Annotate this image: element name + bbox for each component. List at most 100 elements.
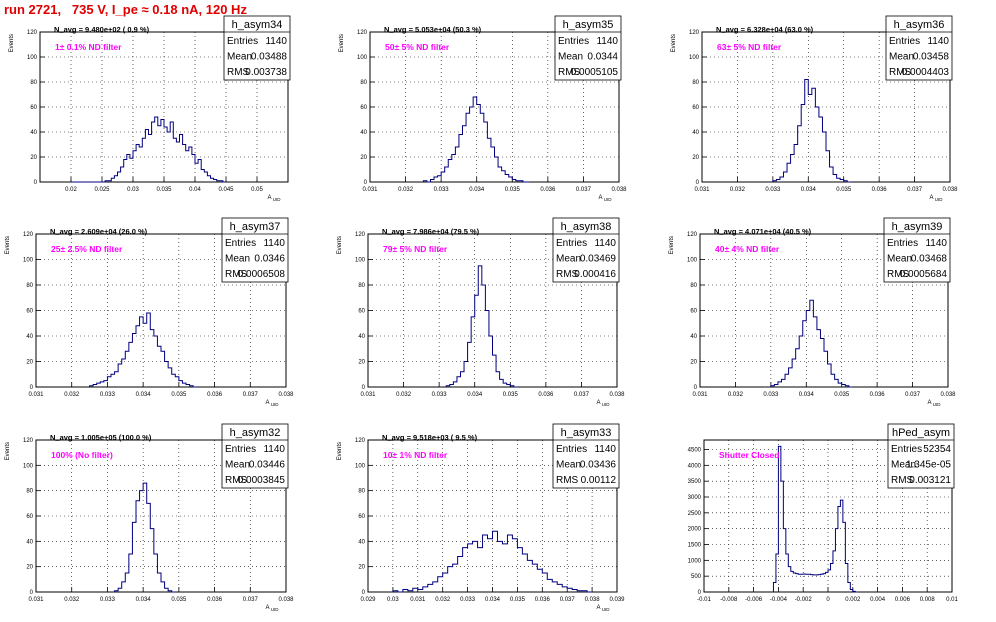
stats-box [883, 217, 951, 283]
stats-label: Entries [887, 238, 918, 249]
navg-label: N_avg = 9.518e+03 ( 9.5 %) [382, 433, 478, 442]
histogram-line [772, 445, 858, 593]
stats-box [552, 217, 620, 283]
y-tick-label: 80 [692, 80, 699, 86]
y-tick-label: 80 [26, 283, 33, 289]
x-tick-label: 0.035 [503, 392, 519, 398]
filter-label: 40± 4% ND filter [715, 244, 780, 254]
y-tick-label: 20 [30, 155, 37, 161]
stats-label: Mean [887, 254, 912, 265]
stats-title: h_asym36 [894, 19, 945, 31]
stats-label: Mean [889, 52, 914, 63]
stats-value: 0.003738 [245, 67, 287, 78]
y-tick-label: 1000 [688, 558, 702, 564]
y-tick-label: 100 [23, 258, 34, 264]
y-tick-label: 20 [26, 360, 33, 366]
y-tick-label: 120 [27, 30, 38, 36]
stats-value: 1140 [263, 444, 285, 455]
y-tick-label: 40 [692, 130, 699, 136]
x-tick-label: 0.037 [243, 597, 259, 603]
stats-value: 0.0346 [254, 254, 285, 265]
y-tick-label: 120 [355, 438, 366, 444]
stats-value: 1140 [594, 444, 616, 455]
y-tick-label: 60 [30, 105, 37, 111]
stats-label: RMS [227, 67, 250, 78]
x-tick-label: 0.035 [171, 597, 187, 603]
x-axis-title: A UID [598, 195, 612, 202]
y-tick-label: 100 [357, 55, 368, 61]
x-tick-label: 0.032 [728, 392, 744, 398]
x-tick-label: 0.04 [189, 187, 201, 193]
x-tick-label: 0.039 [609, 597, 625, 603]
y-tick-label: 4500 [688, 448, 702, 454]
panel-h_asym38: 0.031 0.032 0.033 0.034 0.035 0.036 0.037 0.038… [337, 217, 625, 407]
x-tick-label: 0.031 [692, 392, 708, 398]
x-tick-label: -0.01 [697, 597, 711, 603]
x-tick-label: 0.01 [946, 597, 958, 603]
y-tick-label: 40 [26, 539, 33, 545]
panel-h_asym37: 0.031 0.032 0.033 0.034 0.035 0.036 0.037 0.038… [5, 217, 294, 407]
canvas-title: run 2721, 735 V, I_pe ≈ 0.18 nA, 120 Hz [4, 2, 247, 17]
stats-label: Entries [558, 36, 589, 47]
stats-label: RMS [891, 475, 914, 486]
histogram-line [89, 312, 197, 388]
y-tick-label: 60 [692, 105, 699, 111]
y-tick-label: 3000 [688, 495, 702, 501]
y-tick-label: 0 [694, 385, 698, 391]
x-tick-label: -0.008 [720, 597, 738, 603]
y-axis-title: Events [5, 236, 11, 254]
x-tick-label: 0.033 [460, 597, 476, 603]
y-tick-label: 100 [355, 463, 366, 469]
y-axis-title: Events [9, 34, 15, 52]
x-tick-label: 0.034 [801, 187, 817, 193]
stats-value: 0.0003845 [238, 475, 286, 486]
x-tick-label: 0.038 [278, 392, 294, 398]
x-tick-label: 0.002 [845, 597, 861, 603]
x-tick-label: -0.006 [745, 597, 763, 603]
x-tick-label: 0.034 [485, 597, 501, 603]
x-tick-label: 0.036 [538, 392, 554, 398]
stats-box [885, 15, 953, 81]
y-tick-label: 0 [34, 180, 38, 186]
panel-h_asym36: 0.031 0.032 0.033 0.034 0.035 0.036 0.037 0.038… [671, 15, 958, 202]
x-axis-title-sub: UID [272, 197, 282, 202]
y-tick-label: 1500 [688, 543, 702, 549]
y-tick-label: 120 [689, 30, 700, 36]
stats-value: 52354 [923, 444, 951, 455]
navg-label: N_avg = 5.053e+04 (50.3 %) [384, 25, 482, 34]
filter-label: 79± 5% ND filter [383, 244, 448, 254]
stats-value: 0.00112 [581, 475, 617, 486]
stats-title: h_asym32 [230, 427, 281, 439]
panel-h_asym34: 0.02 0.025 0.03 0.035 0.04 0.045 0.05 0 20 40 60 80… [9, 15, 291, 202]
panel-h_asym35: 0.031 0.032 0.033 0.034 0.035 0.036 0.037 0.038… [339, 15, 627, 202]
stats-value: 1140 [594, 238, 616, 249]
stats-value: 0.0004403 [902, 67, 950, 78]
y-tick-label: 100 [23, 463, 34, 469]
stats-value: 0.03436 [580, 460, 617, 471]
stats-label: Entries [889, 36, 920, 47]
x-tick-label: 0.03 [127, 187, 139, 193]
y-tick-label: 100 [27, 55, 38, 61]
x-tick-label: -0.002 [795, 597, 813, 603]
x-axis-title: A UID [927, 400, 941, 407]
histogram-line [445, 265, 518, 388]
stats-title: h_asym35 [563, 19, 614, 31]
y-tick-label: 40 [30, 130, 37, 136]
stats-value: 0.003121 [909, 475, 951, 486]
x-axis-title-sub: UID [270, 402, 280, 407]
stats-label: RMS [558, 67, 581, 78]
y-tick-label: 20 [692, 155, 699, 161]
navg-label: N_avg = 6.328e+04 (63.0 %) [716, 25, 814, 34]
filter-label: 25± 2.5% ND filter [51, 244, 123, 254]
stats-value: 0.03488 [251, 52, 288, 63]
stats-value: 1.345e-05 [906, 460, 951, 471]
x-tick-label: 0.035 [505, 187, 521, 193]
y-tick-label: 20 [358, 360, 365, 366]
x-tick-label: 0.02 [65, 187, 77, 193]
stats-label: Mean [225, 460, 250, 471]
stats-box [887, 423, 955, 489]
y-tick-label: 40 [358, 334, 365, 340]
x-tick-label: 0.032 [398, 187, 414, 193]
x-tick-label: 0.006 [895, 597, 911, 603]
